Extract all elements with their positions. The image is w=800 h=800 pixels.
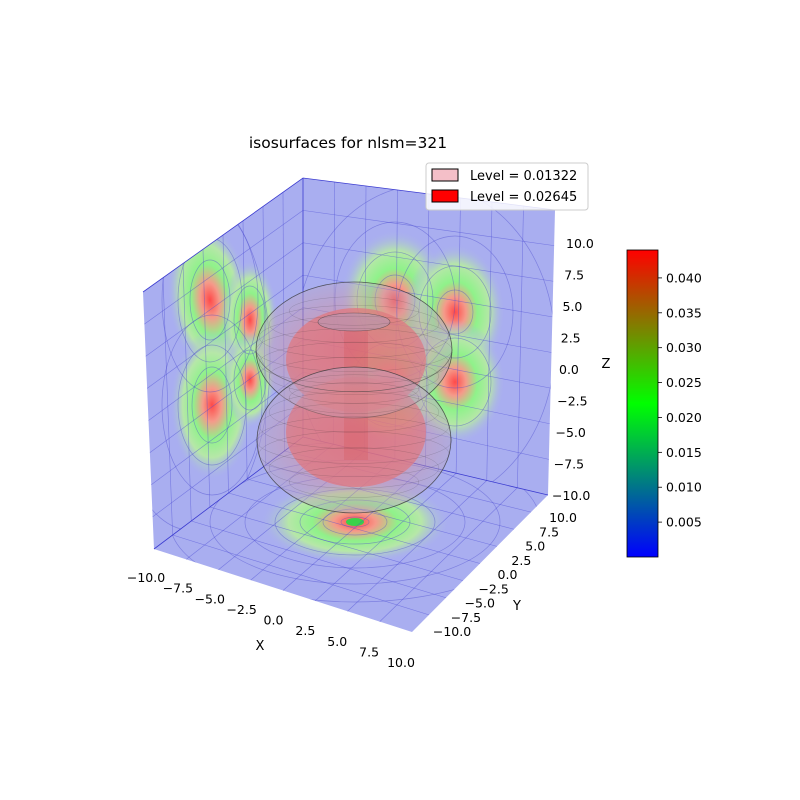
z-tick-label: 0.0 [559, 362, 579, 377]
x-tick-label: 10.0 [387, 655, 415, 670]
mesh-line [268, 391, 440, 433]
y-tick-label: −2.5 [478, 581, 508, 596]
colorbar-tick-label: 0.005 [666, 515, 702, 530]
left-pane-contours [143, 189, 278, 531]
mesh-line [255, 328, 453, 372]
back-gridline [486, 201, 493, 481]
colorbar-tick-label: 0.040 [666, 270, 702, 285]
z-tick-label: −2.5 [557, 394, 587, 409]
y-axis-label: Y [512, 599, 521, 614]
legend-label-level-02645: Level = 0.02645 [470, 190, 577, 205]
z-tick-label: 2.5 [561, 331, 581, 346]
x-axis-label: X [256, 639, 265, 654]
mesh-line [288, 382, 420, 414]
mesh-line [288, 466, 420, 498]
y-tick-label: −10.0 [433, 624, 471, 639]
mesh-line [268, 447, 440, 489]
isosurface-level-01322 [255, 281, 453, 514]
back-gridline [455, 197, 461, 474]
left-gridline [146, 274, 304, 389]
chart-title: isosurfaces for nlsm=321 [249, 134, 447, 152]
mesh-line [258, 315, 450, 359]
z-axis-ticks: −10.0 −7.5 −5.0 −2.5 0.0 2.5 5.0 7.5 10.0 [552, 236, 594, 503]
legend-swatch-level-01322 [431, 168, 459, 182]
z-axis-label: Z [602, 357, 611, 372]
mesh-line [268, 357, 440, 395]
y-tick-label: 2.5 [511, 553, 531, 568]
mesh-line [288, 374, 420, 404]
legend-label-level-01322: Level = 0.01322 [470, 169, 577, 184]
mesh-line [258, 430, 450, 478]
y-tick-label: −5.0 [465, 596, 495, 611]
floor-gridline [379, 487, 518, 622]
mesh-line [255, 416, 453, 464]
back-gridline [302, 242, 554, 282]
left-gridline [145, 242, 304, 357]
z-tick-label: −5.0 [556, 425, 586, 440]
z-tick-label: 7.5 [564, 268, 584, 283]
floor-gridline [228, 492, 481, 564]
z-tick-label: 5.0 [563, 299, 583, 314]
colorbar-ticks: 0.005 0.010 0.015 0.020 0.025 0.030 0.035 0.040 [658, 270, 702, 530]
x-axis-ticks: −10.0−7.5−5.0−2.5 0.0 2.5 5.0 7.5 10.0 [127, 570, 415, 670]
back-gridline [302, 210, 555, 246]
x-tick-label: −2.5 [226, 602, 256, 617]
legend-swatch-level-02645 [431, 189, 459, 203]
floor-gridline [315, 473, 457, 602]
colorbar-tick-label: 0.010 [666, 480, 702, 495]
y-tick-label: 5.0 [525, 539, 545, 554]
x-tick-label: −5.0 [195, 591, 225, 606]
mesh-line [268, 305, 440, 343]
x-tick-label: 0.0 [264, 613, 284, 628]
colorbar-tick-label: 0.015 [666, 445, 702, 460]
y-tick-label: 0.0 [498, 567, 518, 582]
mesh-line [258, 341, 450, 385]
y-tick-label: −7.5 [451, 610, 481, 625]
y-axis-ticks: −10.0−7.5−5.0−2.50.02.55.07.510.0 [433, 510, 577, 639]
x-tick-label: 5.0 [327, 634, 347, 649]
mesh-line [288, 296, 420, 326]
floor-gridline [347, 480, 487, 612]
z-tick-label: −10.0 [552, 488, 590, 503]
z-tick-label: −7.5 [554, 457, 584, 472]
colorbar-tick-label: 0.020 [666, 410, 702, 425]
y-tick-label: 7.5 [539, 524, 559, 539]
colorbar: 0.005 0.010 0.015 0.020 0.025 0.030 0.035 0.040 [626, 249, 702, 558]
x-tick-label: 7.5 [359, 644, 379, 659]
left-gridline [222, 234, 229, 494]
back-gridline [517, 205, 524, 488]
legend: Level = 0.01322 Level = 0.02645 [425, 162, 589, 211]
left-gridline [242, 220, 248, 480]
colorbar-tick-label: 0.030 [666, 340, 702, 355]
colorbar-tick-label: 0.035 [666, 305, 702, 320]
x-tick-label: −10.0 [127, 570, 165, 585]
y-tick-label: 10.0 [549, 510, 577, 525]
mesh-line [258, 402, 450, 450]
left-gridline [144, 210, 304, 325]
x-tick-label: −7.5 [163, 581, 193, 596]
z-tick-label: 10.0 [566, 236, 594, 251]
colorbar-tick-label: 0.025 [666, 375, 702, 390]
x-tick-label: 2.5 [295, 623, 315, 638]
